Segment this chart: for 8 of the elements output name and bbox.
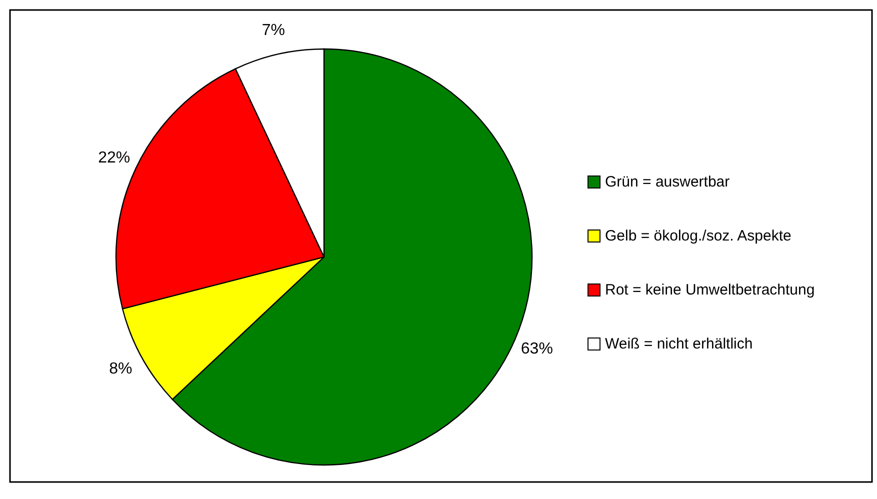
legend-label: Weiß = nicht erhältlich (605, 336, 753, 352)
legend-label: Gelb = ökolog./soz. Aspekte (605, 228, 792, 244)
data-label: 7% (262, 22, 285, 40)
data-label: 8% (109, 360, 132, 378)
legend-label: Grün = auswertbar (605, 174, 730, 190)
data-label: 22% (98, 150, 130, 167)
data-label: 63% (520, 340, 553, 358)
legend-label: Rot = keine Umweltbetrachtung (605, 282, 815, 298)
